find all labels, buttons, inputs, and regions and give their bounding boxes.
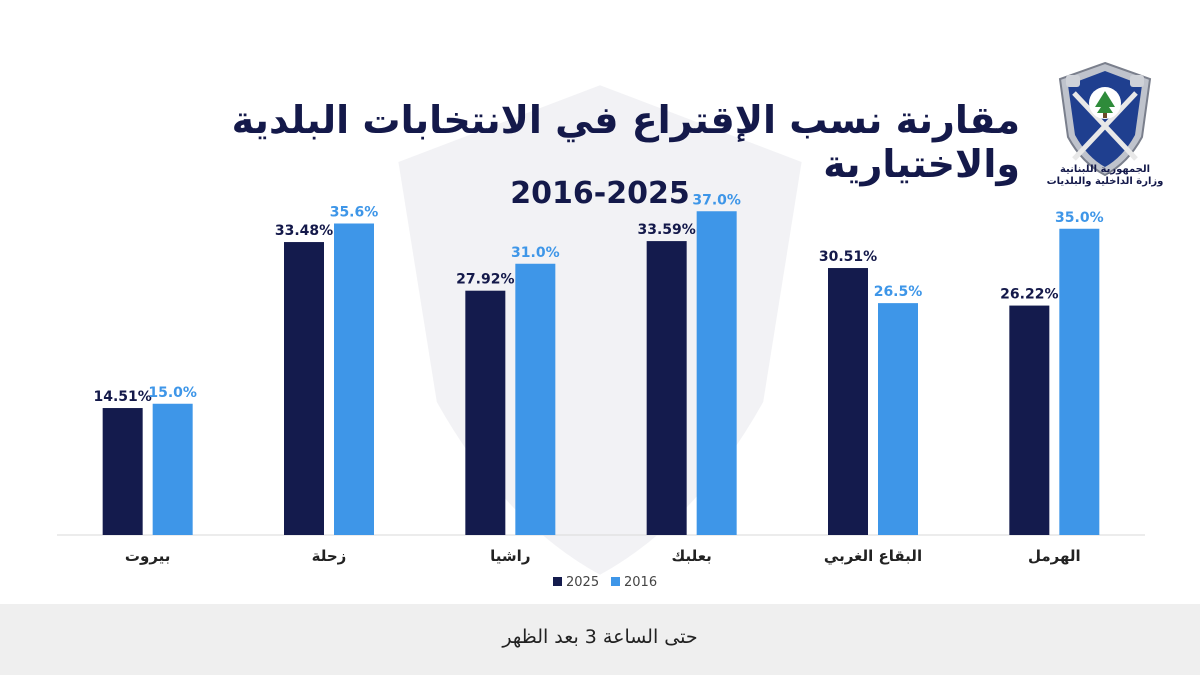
- data-label-2025-5: 26.22%: [1000, 287, 1058, 303]
- bar-2016-1: [334, 223, 374, 535]
- footer-note: حتى الساعة 3 بعد الظهر: [502, 626, 698, 648]
- category-label-5: الهرمل: [1028, 547, 1081, 565]
- legend-label-2016: 2016: [624, 575, 657, 590]
- category-label-3: بعلبك: [672, 547, 712, 565]
- ministry-name-line1: الجمهورية اللبنانية: [1059, 164, 1151, 175]
- data-label-2016-4: 26.5%: [874, 284, 923, 300]
- data-label-2016-1: 35.6%: [330, 205, 379, 221]
- data-label-2016-2: 31.0%: [511, 245, 560, 261]
- legend-swatch-2025: [553, 577, 562, 586]
- bar-2016-4: [878, 303, 918, 535]
- data-label-2025-4: 30.51%: [819, 249, 877, 265]
- data-label-2016-3: 37.0%: [692, 192, 741, 208]
- category-label-0: بيروت: [125, 547, 170, 565]
- data-label-2025-1: 33.48%: [275, 223, 333, 239]
- footer-bar: حتى الساعة 3 بعد الظهر: [0, 604, 1200, 675]
- bar-2025-1: [284, 242, 324, 536]
- bar-2016-3: [696, 211, 737, 535]
- bar-2025-3: [646, 241, 687, 535]
- bar-2025-5: [1009, 305, 1050, 535]
- ministry-name: الجمهورية اللبنانية وزارة الداخلية والبل…: [1040, 164, 1170, 188]
- bar-2025-2: [465, 290, 506, 535]
- bar-2016-0: [152, 403, 193, 535]
- category-label-1: زحلة: [312, 547, 347, 565]
- data-label-2016-5: 35.0%: [1055, 210, 1104, 226]
- bar-chart: 14.51%15.0% بيروت 33.48% 35.6% زحلة 27.92% 31.…: [57, 192, 1145, 590]
- page-subtitle: 2016-2025: [510, 176, 690, 211]
- bar-2025-4: [828, 268, 868, 535]
- ministry-emblem-icon: [1058, 61, 1152, 177]
- bar-2016-2: [515, 263, 556, 535]
- legend-swatch-2016: [611, 577, 620, 586]
- legend-label-2025: 2025: [566, 575, 599, 590]
- data-label-2025-3: 33.59%: [638, 222, 696, 238]
- data-label-2025-0: 14.51%: [94, 389, 152, 405]
- bar-2016-5: [1059, 228, 1100, 535]
- data-label-2016-0: 15.0%: [148, 385, 197, 401]
- data-label-2025-2: 27.92%: [456, 272, 514, 288]
- category-label-4: البقاع الغربي: [824, 547, 922, 565]
- page-title: مقارنة نسب الإقتراع في الانتخابات البلدي…: [231, 98, 1020, 186]
- category-label-2: راشيا: [490, 547, 530, 565]
- ministry-name-line2: وزارة الداخلية والبلديات: [1046, 176, 1164, 187]
- bar-2025-0: [102, 408, 143, 535]
